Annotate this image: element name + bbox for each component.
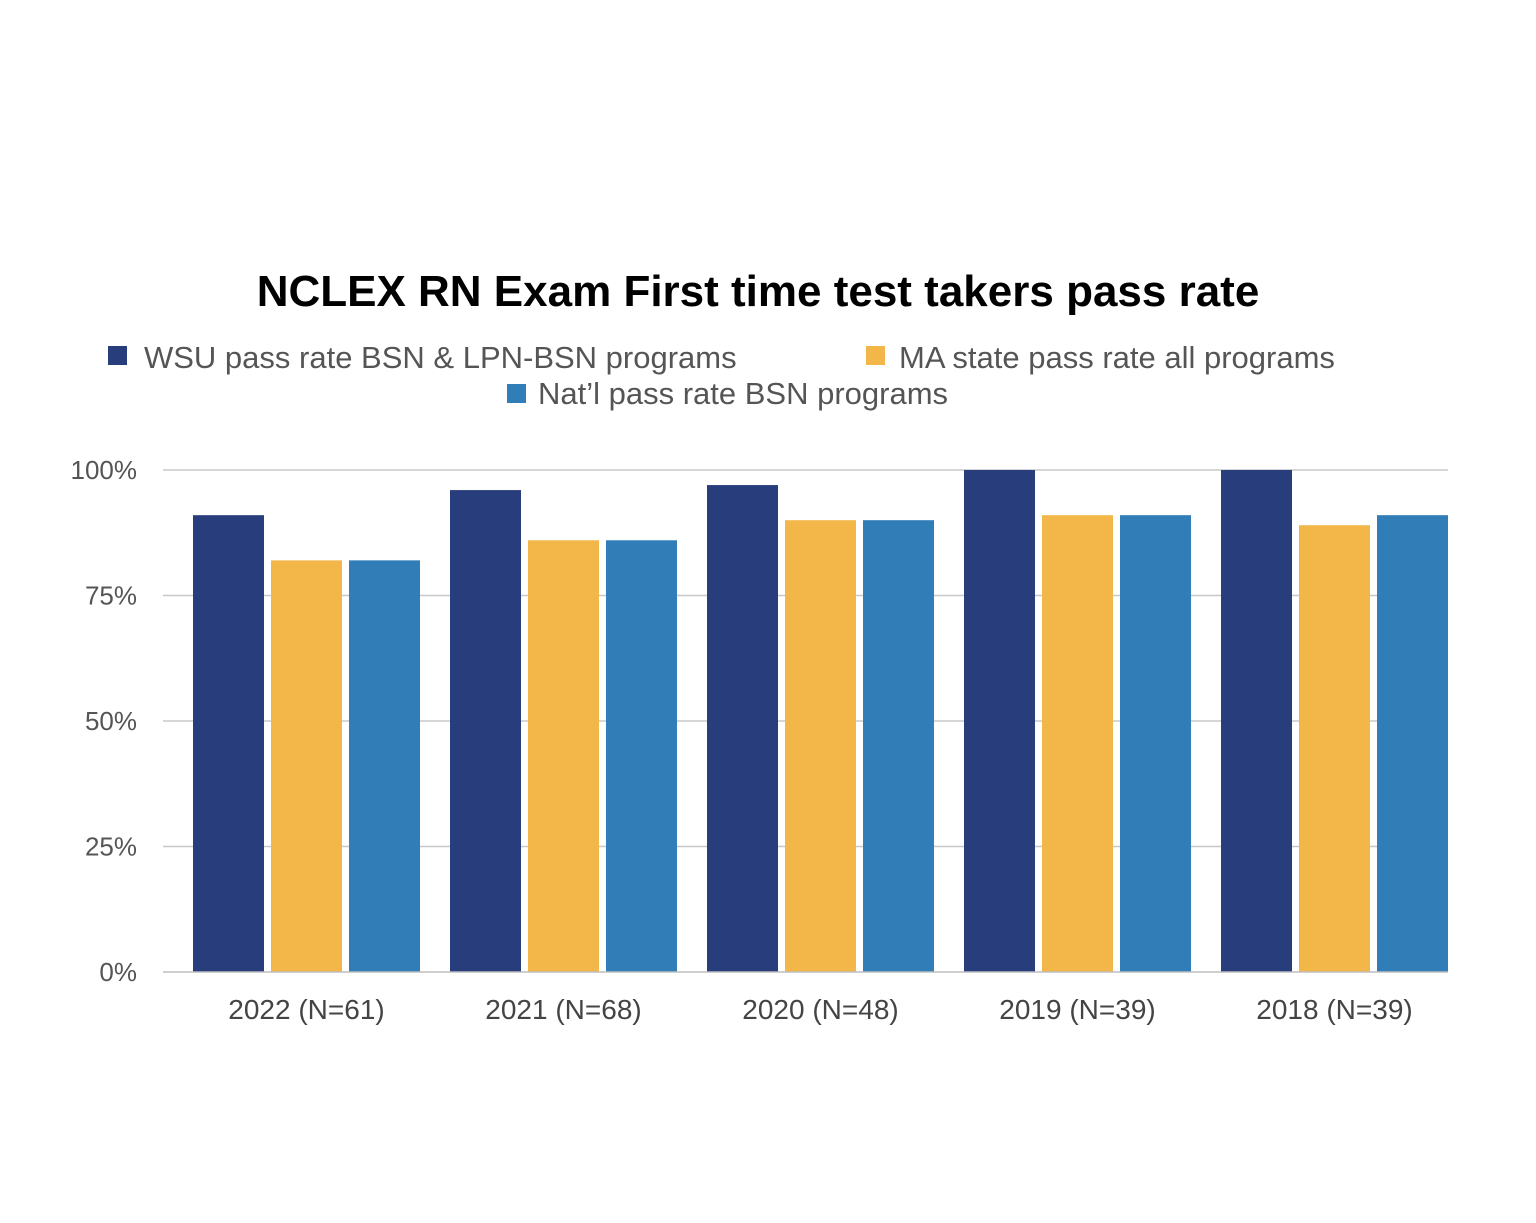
bar-wsu bbox=[450, 490, 521, 972]
legend: WSU pass rate BSN & LPN-BSN programs MA … bbox=[108, 340, 1335, 411]
bar-ma-state bbox=[271, 560, 342, 972]
bar-wsu bbox=[964, 470, 1035, 972]
bar-ma-state bbox=[1042, 515, 1113, 972]
y-tick-label: 75% bbox=[85, 581, 137, 611]
bar-national bbox=[606, 540, 677, 972]
bar-wsu bbox=[707, 485, 778, 972]
chart-title: NCLEX RN Exam First time test takers pas… bbox=[257, 267, 1260, 316]
y-tick-label: 100% bbox=[71, 455, 138, 485]
bar-national bbox=[1120, 515, 1191, 972]
legend-label-national: Nat’l pass rate BSN programs bbox=[538, 376, 948, 411]
x-tick-label: 2018 (N=39) bbox=[1256, 994, 1412, 1025]
bar-wsu bbox=[1221, 470, 1292, 972]
legend-swatch-ma-state bbox=[866, 346, 885, 365]
bar-national bbox=[349, 560, 420, 972]
x-tick-label: 2021 (N=68) bbox=[485, 994, 641, 1025]
x-tick-label: 2020 (N=48) bbox=[742, 994, 898, 1025]
y-axis-ticks: 0% 25% 50% 75% 100% bbox=[71, 455, 138, 987]
bars bbox=[193, 470, 1448, 972]
bar-national bbox=[863, 520, 934, 972]
y-tick-label: 25% bbox=[85, 832, 137, 862]
legend-swatch-national bbox=[507, 384, 526, 403]
bar-ma-state bbox=[785, 520, 856, 972]
x-tick-label: 2019 (N=39) bbox=[999, 994, 1155, 1025]
y-tick-label: 50% bbox=[85, 706, 137, 736]
legend-label-ma-state: MA state pass rate all programs bbox=[899, 340, 1335, 375]
y-tick-label: 0% bbox=[99, 957, 137, 987]
legend-label-wsu: WSU pass rate BSN & LPN-BSN programs bbox=[144, 340, 737, 375]
bar-ma-state bbox=[528, 540, 599, 972]
x-tick-label: 2022 (N=61) bbox=[228, 994, 384, 1025]
bar-wsu bbox=[193, 515, 264, 972]
legend-swatch-wsu bbox=[108, 346, 127, 365]
bar-national bbox=[1377, 515, 1448, 972]
x-axis-ticks: 2022 (N=61) 2021 (N=68) 2020 (N=48) 2019 (N… bbox=[228, 994, 1412, 1025]
bar-ma-state bbox=[1299, 525, 1370, 972]
